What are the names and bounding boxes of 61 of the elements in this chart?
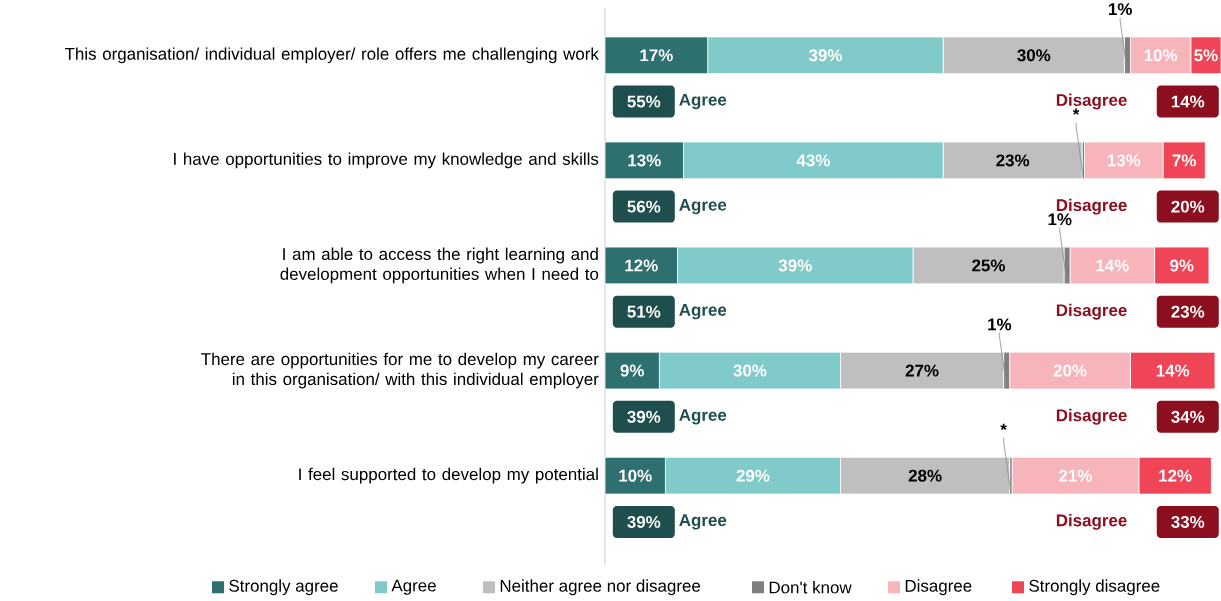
data-label: 21% [1059, 469, 1092, 482]
data-label: 5% [1194, 49, 1218, 62]
data-label: 14% [1156, 364, 1190, 377]
annotation: Agree [679, 409, 727, 425]
data-label: * [1000, 423, 1007, 431]
annotation: Disagree [1056, 93, 1127, 110]
annotation: 39% [627, 515, 661, 528]
data-label: 10% [619, 469, 652, 482]
data-label: 1% [1108, 3, 1132, 16]
legend-label: Strongly agree [229, 579, 338, 596]
y-tick-label: This organisation/ individual employer/ role offers me challenging work [64, 47, 599, 64]
data-label: 25% [972, 259, 1006, 272]
annotation: 39% [627, 410, 661, 423]
data-label: 10% [1144, 49, 1178, 62]
annotation: 14% [1171, 95, 1205, 108]
data-label: 1% [988, 318, 1012, 331]
annotation: Agree [679, 304, 727, 320]
data-label: * [1072, 108, 1080, 115]
data-label: 1% [1048, 213, 1072, 226]
legend-label: Disagree [905, 579, 972, 596]
annotation: Agree [679, 199, 727, 215]
legend-label: Agree [391, 579, 436, 595]
annotation: Disagree [1056, 303, 1127, 320]
data-label: 9% [1170, 259, 1194, 272]
annotation: Disagree [1056, 408, 1127, 425]
legend-label: Strongly disagree [1029, 579, 1160, 596]
annotation: Disagree [1056, 198, 1127, 215]
legend-label: Neither agree nor disagree [500, 579, 701, 596]
data-label: 13% [628, 154, 661, 167]
data-label: 14% [1096, 259, 1129, 272]
data-label: 12% [625, 259, 658, 272]
data-label: 39% [808, 49, 842, 62]
annotation: 33% [1171, 515, 1205, 528]
data-label: 39% [778, 259, 812, 272]
data-label: 17% [640, 49, 673, 62]
annotation: 56% [627, 200, 661, 213]
annotation: 23% [1171, 305, 1205, 318]
annotation: 20% [1171, 200, 1205, 213]
data-label: 23% [996, 154, 1030, 167]
data-label: 43% [796, 154, 830, 167]
annotation: 34% [1171, 410, 1205, 423]
y-tick-label: I feel supported to develop my potential [299, 467, 598, 484]
y-tick-label: There are opportunities for me to develop my career in this organisation/ with this individual employer [201, 352, 599, 389]
y-tick-label: I am able to access the right learning and development opportunities when I need to [280, 247, 599, 284]
data-label: 20% [1053, 364, 1087, 377]
data-label: 7% [1172, 154, 1196, 167]
data-label: 27% [905, 364, 939, 377]
annotation: Agree [679, 514, 727, 530]
data-label: 13% [1107, 154, 1141, 167]
annotation: 55% [627, 95, 661, 108]
data-label: 30% [1017, 49, 1051, 62]
data-label: 9% [620, 364, 644, 377]
annotation: 51% [627, 305, 661, 318]
legend-label: Don't know [769, 581, 852, 594]
data-label: 29% [736, 469, 770, 482]
y-tick-label: I have opportunities to improve my knowledge and skills [174, 152, 599, 169]
data-label: 12% [1159, 469, 1192, 482]
annotation: Agree [679, 93, 727, 110]
data-label: 28% [908, 469, 942, 482]
annotation: Disagree [1056, 513, 1127, 530]
data-label: 30% [733, 364, 767, 377]
